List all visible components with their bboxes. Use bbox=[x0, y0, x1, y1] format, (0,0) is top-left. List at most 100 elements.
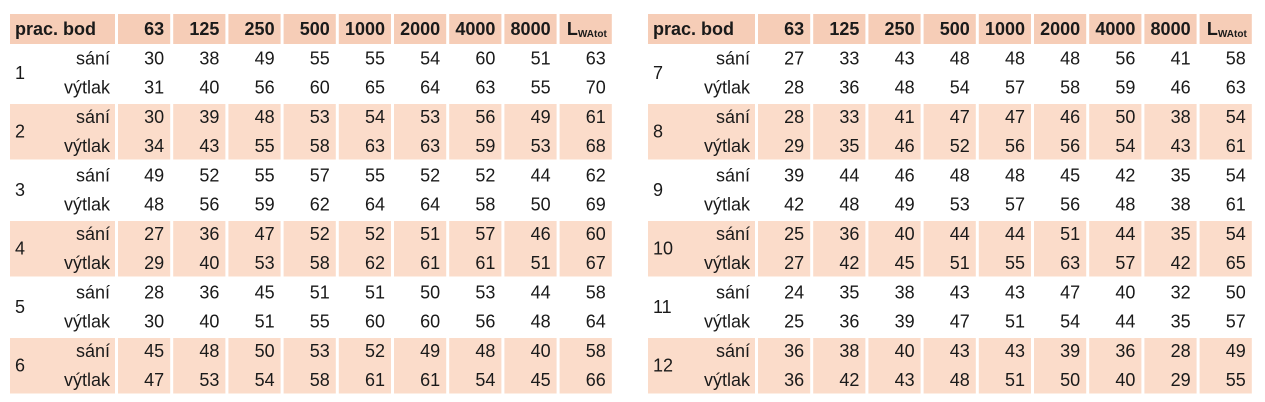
cell-value: 55 bbox=[255, 136, 275, 156]
cell-value: 63 bbox=[365, 136, 385, 156]
cell-value: 48 bbox=[144, 195, 164, 215]
cell-value: 57 bbox=[310, 165, 330, 185]
cell-value: 54 bbox=[365, 107, 385, 127]
cell-value: 27 bbox=[144, 224, 164, 244]
cell-value: 42 bbox=[1115, 165, 1135, 185]
cell-value: 48 bbox=[1005, 48, 1025, 68]
row-shade bbox=[1144, 104, 1197, 160]
cell-value: 47 bbox=[950, 312, 970, 332]
cell-value: 70 bbox=[586, 78, 606, 98]
row-shade bbox=[228, 338, 281, 394]
group-id: 10 bbox=[653, 239, 673, 259]
cell-value: 52 bbox=[310, 224, 330, 244]
cell-value: 61 bbox=[365, 370, 385, 390]
cell-value: 43 bbox=[1005, 341, 1025, 361]
cell-value: 36 bbox=[839, 78, 859, 98]
cell-value: 52 bbox=[475, 165, 495, 185]
cell-value: 38 bbox=[839, 341, 859, 361]
header-total-sub: WAtot bbox=[1218, 29, 1248, 40]
cell-value: 47 bbox=[1005, 107, 1025, 127]
cell-value: 39 bbox=[784, 165, 804, 185]
cell-value: 31 bbox=[144, 78, 164, 98]
group-id: 1 bbox=[15, 63, 25, 83]
row-label: sání bbox=[76, 48, 110, 68]
cell-value: 58 bbox=[310, 253, 330, 273]
row-shade bbox=[923, 104, 976, 160]
cell-value: 50 bbox=[1115, 107, 1135, 127]
cell-value: 53 bbox=[420, 107, 440, 127]
cell-value: 48 bbox=[950, 370, 970, 390]
header-cell bbox=[228, 14, 281, 44]
row-shade bbox=[1089, 338, 1142, 394]
cell-value: 48 bbox=[1005, 165, 1025, 185]
header-band: 63 bbox=[784, 19, 804, 39]
cell-value: 52 bbox=[365, 341, 385, 361]
cell-value: 50 bbox=[255, 341, 275, 361]
row-label: sání bbox=[76, 165, 110, 185]
cell-value: 49 bbox=[420, 341, 440, 361]
cell-value: 54 bbox=[420, 48, 440, 68]
header-cell bbox=[118, 14, 171, 44]
cell-value: 47 bbox=[255, 224, 275, 244]
header-band: 2000 bbox=[400, 19, 440, 39]
cell-value: 42 bbox=[784, 195, 804, 215]
row-shade bbox=[923, 221, 976, 277]
cell-value: 28 bbox=[784, 78, 804, 98]
cell-value: 51 bbox=[531, 48, 551, 68]
cell-value: 49 bbox=[255, 48, 275, 68]
cell-value: 43 bbox=[895, 48, 915, 68]
header-total: LWAtot bbox=[567, 19, 608, 40]
cell-value: 35 bbox=[839, 136, 859, 156]
cell-value: 57 bbox=[1226, 312, 1246, 332]
row-shade bbox=[1199, 338, 1252, 394]
cell-value: 27 bbox=[784, 253, 804, 273]
row-shade bbox=[1034, 104, 1087, 160]
header-cell bbox=[283, 14, 336, 44]
header-band: 4000 bbox=[455, 19, 495, 39]
cell-value: 58 bbox=[1226, 48, 1246, 68]
cell-value: 53 bbox=[950, 195, 970, 215]
cell-value: 29 bbox=[1171, 370, 1191, 390]
cell-value: 30 bbox=[144, 312, 164, 332]
row-shade bbox=[813, 104, 866, 160]
cell-value: 28 bbox=[1171, 341, 1191, 361]
cell-value: 49 bbox=[1226, 341, 1246, 361]
cell-value: 49 bbox=[144, 165, 164, 185]
row-shade bbox=[813, 338, 866, 394]
cell-value: 55 bbox=[365, 48, 385, 68]
row-label: sání bbox=[716, 341, 750, 361]
cell-value: 61 bbox=[420, 253, 440, 273]
row-shade bbox=[283, 104, 336, 160]
cell-value: 27 bbox=[784, 48, 804, 68]
row-shade bbox=[449, 338, 502, 394]
cell-value: 47 bbox=[950, 107, 970, 127]
cell-value: 57 bbox=[1005, 195, 1025, 215]
cell-value: 48 bbox=[950, 48, 970, 68]
row-shade bbox=[228, 104, 281, 160]
cell-value: 44 bbox=[531, 282, 551, 302]
row-shade bbox=[559, 104, 612, 160]
table: prac. bod 63 125 250 500 1000 2000 4000 8000 LWAt… bbox=[648, 14, 1252, 394]
cell-value: 62 bbox=[586, 165, 606, 185]
header-band: 500 bbox=[940, 19, 970, 39]
row-shade bbox=[10, 104, 115, 160]
header-band: 500 bbox=[300, 19, 330, 39]
row-label: výtlak bbox=[64, 253, 111, 273]
row-shade bbox=[449, 104, 502, 160]
cell-value: 36 bbox=[839, 312, 859, 332]
cell-value: 55 bbox=[1226, 370, 1246, 390]
cell-value: 58 bbox=[310, 136, 330, 156]
cell-value: 68 bbox=[586, 136, 606, 156]
cell-value: 56 bbox=[199, 195, 219, 215]
row-label: sání bbox=[716, 165, 750, 185]
row-shade bbox=[338, 104, 391, 160]
cell-value: 42 bbox=[839, 253, 859, 273]
cell-value: 48 bbox=[895, 78, 915, 98]
row-shade bbox=[923, 338, 976, 394]
cell-value: 39 bbox=[1060, 341, 1080, 361]
cell-value: 33 bbox=[839, 107, 859, 127]
cell-value: 48 bbox=[839, 195, 859, 215]
cell-value: 53 bbox=[531, 136, 551, 156]
header-total-main: L bbox=[1207, 19, 1218, 39]
cell-value: 56 bbox=[475, 107, 495, 127]
